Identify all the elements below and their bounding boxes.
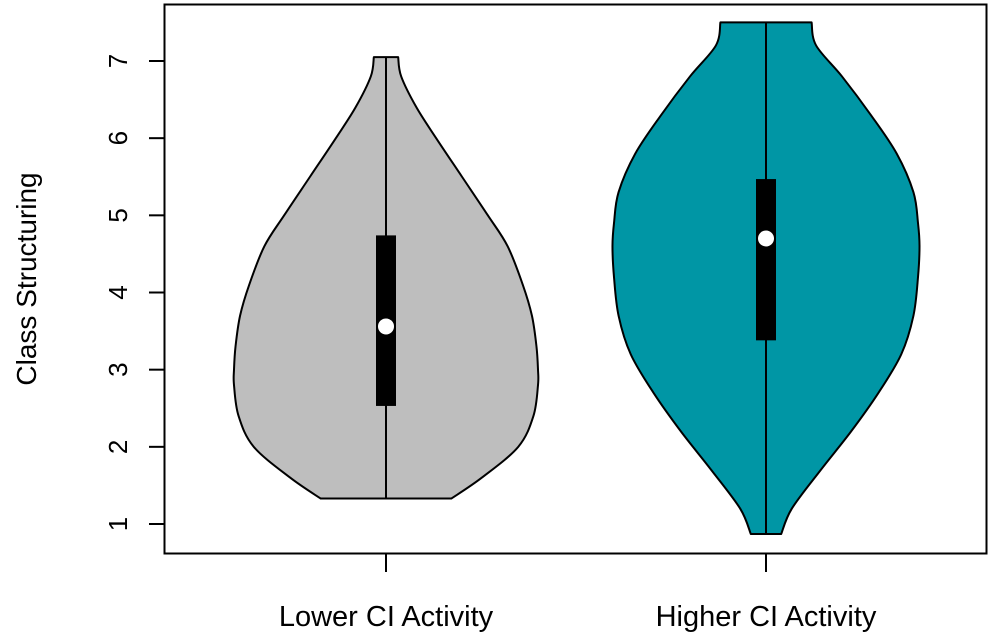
- y-tick-label: 2: [103, 440, 133, 454]
- x-category-label: Lower CI Activity: [279, 601, 494, 633]
- x-category-label: Higher CI Activity: [656, 601, 877, 633]
- x-axis: Lower CI Activity Higher CI Activity: [279, 553, 877, 633]
- violin-group: [611, 21, 921, 536]
- plot-frame: [163, 3, 988, 555]
- violin-median-point: [758, 230, 774, 247]
- violins: [232, 21, 921, 536]
- violin-median-point: [378, 318, 394, 335]
- violin-group: [232, 56, 540, 500]
- y-tick-label: 4: [103, 285, 133, 299]
- y-tick-label: 7: [103, 54, 133, 68]
- y-tick-label: 1: [103, 517, 133, 531]
- y-tick-label: 5: [103, 208, 133, 222]
- y-axis: 1 2 3 4 5 6 7: [103, 54, 165, 531]
- y-tick-label: 6: [103, 131, 133, 145]
- y-tick-label: 3: [103, 362, 133, 376]
- y-axis-title: Class Structuring: [11, 172, 42, 385]
- violin-iqr-box: [756, 179, 776, 341]
